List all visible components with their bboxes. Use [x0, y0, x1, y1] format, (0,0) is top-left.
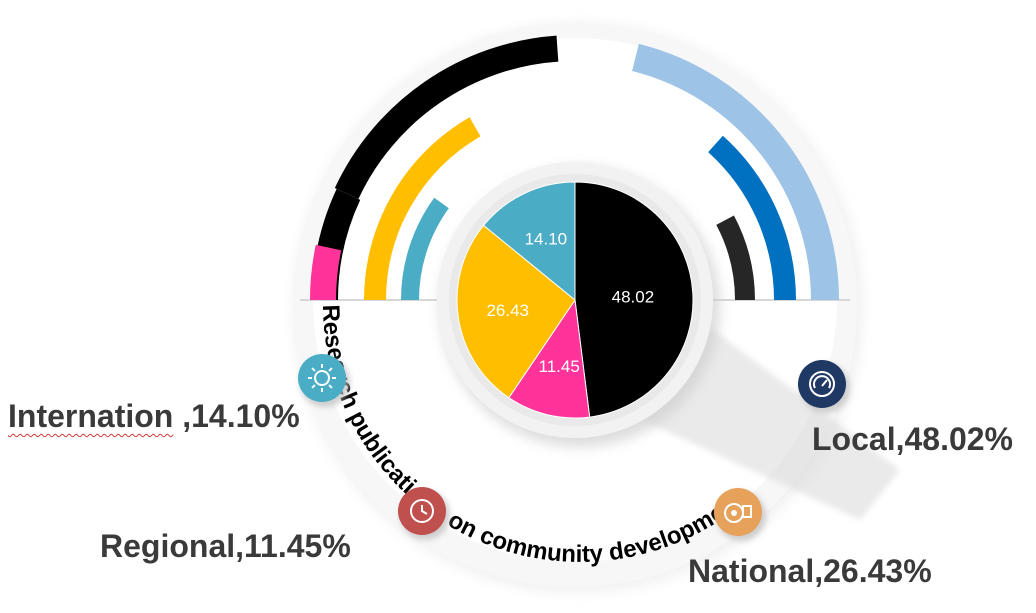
pie-slice-internation — [482, 181, 576, 302]
speedometer-icon — [798, 360, 850, 413]
category-icons — [298, 354, 850, 541]
clock-icon — [398, 487, 450, 540]
ring-left-outer-black-b — [334, 35, 559, 200]
pie-slice-regional — [508, 298, 591, 419]
sun-icon — [298, 354, 350, 407]
ring-left-outer-pink — [310, 244, 342, 301]
legend-label-internation-value: ,14.10% — [173, 398, 300, 434]
pie-data-label-regional: 11.45 — [539, 357, 580, 376]
ring-left-mid-yellow — [364, 117, 481, 301]
pie-data-label-national: 26.43 — [486, 301, 529, 320]
pie-slice-national — [456, 224, 576, 399]
pie-data-label-internation: 14.10 — [525, 230, 568, 249]
pie-chart: 48.02 11.45 26.43 14.10 — [456, 181, 694, 419]
ring-left-inner-teal — [401, 197, 449, 301]
ring-right-outer-lightblue — [632, 43, 839, 301]
pie-slice-local — [574, 181, 694, 418]
legend-label-regional: Regional,11.45% — [100, 528, 351, 564]
legend-label-national: National,26.43% — [688, 553, 932, 589]
pie-data-label-local: 48.02 — [612, 287, 655, 306]
ring-right-mid-blue — [708, 135, 796, 301]
legend-label-local: Local,48.02% — [812, 421, 1013, 457]
legend-label-internation: Internation ,14.10% — [8, 398, 300, 435]
disc-icon — [714, 488, 766, 541]
arc-rings — [310, 35, 839, 301]
legend-label-internation-name: Internation — [8, 398, 174, 434]
ring-right-inner-darkgray — [716, 215, 755, 301]
